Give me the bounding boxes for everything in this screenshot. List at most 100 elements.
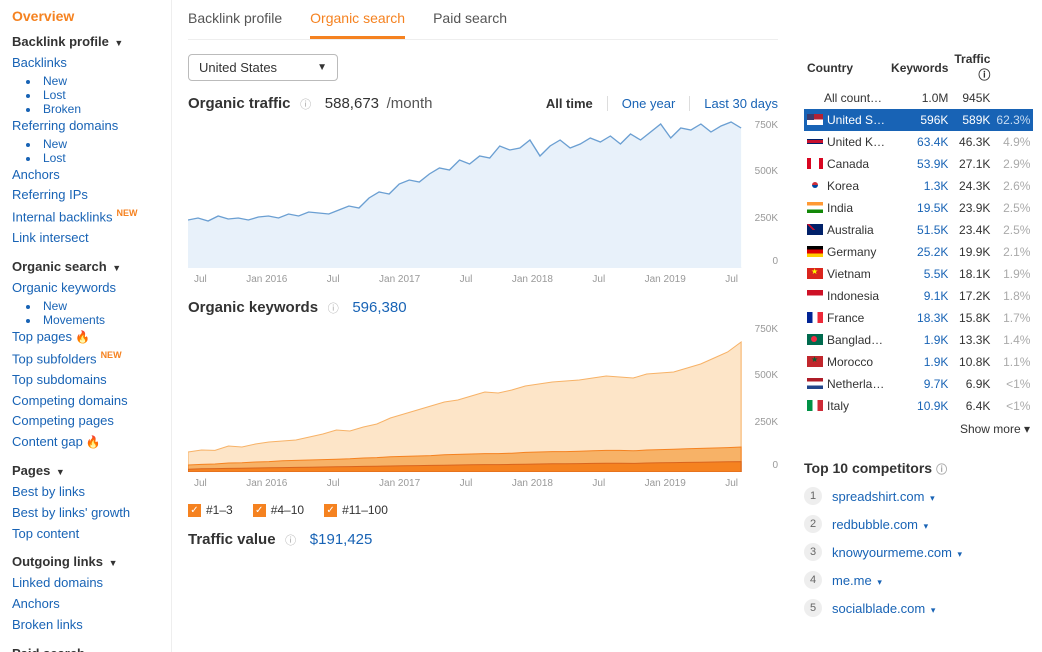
sidebar-link[interactable]: Anchors [12, 594, 159, 615]
table-row[interactable]: Netherla…9.7K6.9K<1% [804, 373, 1033, 395]
sidebar-sublink[interactable]: Movements [26, 313, 159, 327]
country-select-value: United States [199, 60, 277, 75]
sidebar-link[interactable]: Top content [12, 524, 159, 545]
sidebar-link[interactable]: Organic keywords [12, 278, 159, 299]
sidebar-sublink[interactable]: New [26, 299, 159, 313]
ytick: 0 [772, 256, 778, 267]
traffic-chart: 750K 500K 250K 0 [188, 118, 778, 268]
sidebar-link[interactable]: Top pages🔥 [12, 327, 159, 348]
competitor-link[interactable]: spreadshirt.com ▾ [832, 489, 935, 504]
sidebar-link[interactable]: Best by links [12, 482, 159, 503]
tab[interactable]: Backlink profile [188, 10, 282, 39]
time-filter-option[interactable]: Last 30 days [689, 96, 778, 111]
flag-icon [807, 312, 823, 323]
table-row[interactable]: United K…63.4K46.3K4.9% [804, 131, 1033, 153]
sidebar-sublink[interactable]: New [26, 137, 159, 151]
table-row[interactable]: France18.3K15.8K1.7% [804, 307, 1033, 329]
time-filter: All time One year Last 30 days [546, 96, 778, 111]
table-row[interactable]: Banglad…1.9K13.3K1.4% [804, 329, 1033, 351]
table-row[interactable]: Italy10.9K6.4K<1% [804, 395, 1033, 417]
sidebar-overview[interactable]: Overview [12, 8, 159, 24]
sidebar-sublink[interactable]: Lost [26, 88, 159, 102]
competitors-heading: Top 10 competitorsⓘ [804, 460, 1032, 477]
sidebar-group[interactable]: Organic search ▼ [12, 259, 159, 274]
sidebar: Overview Backlink profile ▼BacklinksNewL… [0, 0, 172, 652]
legend-item[interactable]: ✓#1–3 [188, 503, 233, 517]
flag-icon [807, 180, 823, 191]
sidebar-group[interactable]: Pages ▼ [12, 463, 159, 478]
info-icon[interactable]: ⓘ [328, 303, 339, 315]
country-table: Country Keywords Traffic ⓘ All count…1.0… [804, 48, 1033, 417]
sidebar-sublink[interactable]: New [26, 74, 159, 88]
traffic-permonth: /month [387, 95, 433, 112]
table-row[interactable]: Germany25.2K19.9K2.1% [804, 241, 1033, 263]
info-icon: ⓘ [978, 68, 990, 82]
organic-traffic-title: Organic traffic [188, 95, 291, 112]
tab[interactable]: Organic search [310, 10, 405, 39]
th-keywords[interactable]: Keywords [888, 48, 951, 87]
table-row[interactable]: India19.5K23.9K2.5% [804, 197, 1033, 219]
ytick: 500K [755, 166, 778, 177]
competitor-link[interactable]: knowyourmeme.com ▾ [832, 545, 962, 560]
table-row[interactable]: Canada53.9K27.1K2.9% [804, 153, 1033, 175]
table-row[interactable]: Australia51.5K23.4K2.5% [804, 219, 1033, 241]
traffic-value-value[interactable]: $191,425 [310, 531, 373, 548]
sidebar-link[interactable]: Link intersect [12, 228, 159, 249]
th-country[interactable]: Country [804, 48, 888, 87]
sidebar-link[interactable]: Competing pages [12, 411, 159, 432]
legend-item[interactable]: ✓#11–100 [324, 503, 388, 517]
sidebar-link[interactable]: Anchors [12, 165, 159, 186]
info-icon[interactable]: ⓘ [300, 99, 311, 111]
table-row[interactable]: Vietnam5.5K18.1K1.9% [804, 263, 1033, 285]
flag-icon [807, 224, 823, 235]
keywords-chart: 750K 500K 250K 0 [188, 322, 778, 472]
right-panel: Country Keywords Traffic ⓘ All count…1.0… [794, 0, 1042, 652]
content-tabs: Backlink profile Organic search Paid searc… [188, 0, 778, 40]
info-icon[interactable]: ⓘ [936, 464, 947, 476]
time-filter-option[interactable]: One year [607, 96, 675, 111]
country-select[interactable]: United States ▼ [188, 54, 338, 81]
tab[interactable]: Paid search [433, 10, 507, 39]
sidebar-link[interactable]: Top subdomains [12, 370, 159, 391]
competitor-link[interactable]: me.me ▾ [832, 573, 882, 588]
sidebar-link[interactable]: Top subfoldersNEW [12, 348, 159, 370]
th-traffic[interactable]: Traffic ⓘ [951, 48, 993, 87]
table-row[interactable]: Korea1.3K24.3K2.6% [804, 175, 1033, 197]
sidebar-link[interactable]: Backlinks [12, 53, 159, 74]
sidebar-link[interactable]: Competing domains [12, 391, 159, 412]
table-row[interactable]: Indonesia9.1K17.2K1.8% [804, 285, 1033, 307]
sidebar-link[interactable]: Best by links' growth [12, 503, 159, 524]
sidebar-link[interactable]: Broken links [12, 615, 159, 636]
sidebar-link[interactable]: Content gap🔥 [12, 432, 159, 453]
legend-item[interactable]: ✓#4–10 [253, 503, 304, 517]
checkbox-icon: ✓ [324, 504, 337, 517]
competitor-link[interactable]: redbubble.com ▾ [832, 517, 928, 532]
flag-icon [807, 246, 823, 257]
sidebar-link[interactable]: Referring domains [12, 116, 159, 137]
keywords-value[interactable]: 596,380 [352, 299, 406, 316]
sidebar-sublink[interactable]: Lost [26, 151, 159, 165]
sidebar-group[interactable]: Backlink profile ▼ [12, 34, 159, 49]
sidebar-link[interactable]: Internal backlinksNEW [12, 206, 159, 228]
sidebar-link[interactable]: Linked domains [12, 573, 159, 594]
flag-icon [807, 136, 823, 147]
table-row[interactable]: Morocco1.9K10.8K1.1% [804, 351, 1033, 373]
competitor-link[interactable]: socialblade.com ▾ [832, 601, 935, 616]
checkbox-icon: ✓ [188, 504, 201, 517]
sidebar-sublink[interactable]: Broken [26, 102, 159, 116]
show-more-link[interactable]: Show more ▾ [806, 422, 1030, 436]
table-row[interactable]: All count…1.0M945K [804, 87, 1033, 109]
checkbox-icon: ✓ [253, 504, 266, 517]
time-filter-option[interactable]: All time [546, 96, 593, 111]
flag-icon [807, 268, 823, 279]
ytick: 0 [772, 460, 778, 471]
rank-badge: 4 [804, 571, 822, 589]
ytick: 750K [755, 120, 778, 131]
sidebar-group[interactable]: Outgoing links ▼ [12, 554, 159, 569]
rank-badge: 5 [804, 599, 822, 617]
info-icon[interactable]: ⓘ [285, 535, 296, 547]
sidebar-group[interactable]: Paid search ▼ [12, 646, 159, 652]
table-row[interactable]: United S…596K589K62.3% [804, 109, 1033, 131]
competitor-row: 5 socialblade.com ▾ [804, 599, 1032, 617]
sidebar-link[interactable]: Referring IPs [12, 185, 159, 206]
